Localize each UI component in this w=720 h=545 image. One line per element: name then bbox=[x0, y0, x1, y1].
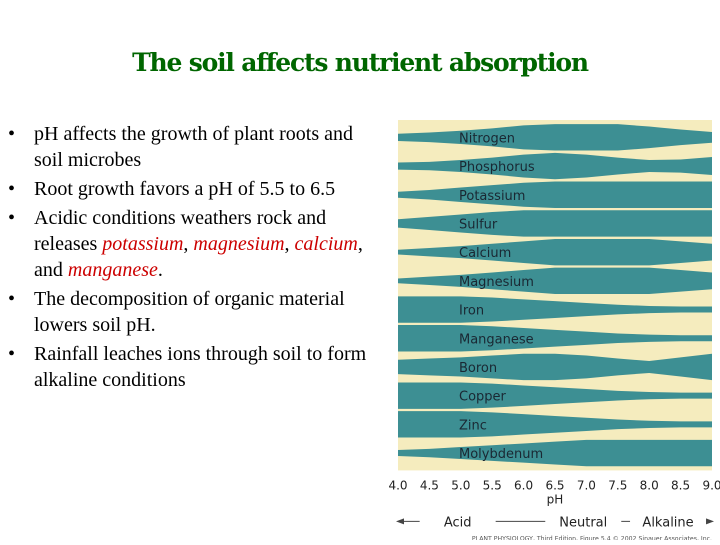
highlight-calcium: calcium bbox=[294, 233, 358, 255]
x-tick-label: 7.5 bbox=[608, 478, 627, 492]
nutrient-band-potassium bbox=[398, 181, 712, 208]
nutrient-label-calcium: Calcium bbox=[459, 246, 511, 261]
nutrient-label-phosphorus: Phosphorus bbox=[459, 160, 535, 175]
bullet-item: • pH affects the growth of plant roots a… bbox=[6, 121, 384, 173]
nutrient-band-boron bbox=[398, 353, 712, 381]
nutrient-band-iron bbox=[398, 296, 712, 323]
nutrient-label-sulfur: Sulfur bbox=[459, 217, 498, 232]
scale-label-neutral: Neutral bbox=[559, 515, 607, 530]
highlight-magnesium: magnesium bbox=[193, 233, 285, 255]
nutrient-chart: Nitrogen Phosphorus Potassium Sulfur Calcium… bbox=[388, 120, 720, 542]
nutrient-band-calcium bbox=[398, 238, 712, 266]
separator: , bbox=[284, 233, 295, 255]
nutrient-label-copper: Copper bbox=[459, 390, 507, 405]
x-tick-label: 8.5 bbox=[671, 478, 690, 492]
nutrient-band-manganese bbox=[398, 325, 712, 352]
bullet-text: Rainfall leaches ions through soil to fo… bbox=[34, 343, 367, 391]
highlight-potassium: potassium bbox=[102, 233, 184, 255]
nutrient-band-sulfur bbox=[398, 210, 712, 237]
bullet-list: • pH affects the growth of plant roots a… bbox=[6, 121, 384, 396]
nutrient-label-zinc: Zinc bbox=[459, 418, 487, 433]
x-tick-label: 6.5 bbox=[545, 478, 564, 492]
bullet-text: pH affects the growth of plant roots and… bbox=[34, 123, 353, 171]
slide-title: The soil affects nutrient absorption bbox=[132, 48, 589, 77]
x-tick-label: 5.0 bbox=[451, 478, 470, 492]
x-tick-label: 9.0 bbox=[702, 478, 720, 492]
nutrient-label-iron: Iron bbox=[459, 304, 484, 319]
scale-arrow-right-head bbox=[706, 518, 714, 525]
nutrient-label-manganese: Manganese bbox=[459, 332, 534, 347]
nutrient-band-zinc bbox=[398, 411, 712, 438]
separator: , bbox=[183, 233, 194, 255]
bullet-glyph: • bbox=[8, 178, 16, 200]
scale-label-acid-backdrop bbox=[419, 512, 496, 530]
nutrient-label-nitrogen: Nitrogen bbox=[459, 131, 515, 146]
bullet-glyph: • bbox=[8, 343, 16, 365]
x-tick-label: 8.0 bbox=[640, 478, 659, 492]
nutrient-band-phosphorus bbox=[398, 152, 712, 180]
nutrient-band-nitrogen bbox=[398, 124, 712, 151]
nutrient-label-potassium: Potassium bbox=[459, 189, 525, 204]
nutrient-band-copper bbox=[398, 382, 712, 409]
bullet-text: The decomposition of organic material lo… bbox=[34, 288, 345, 336]
bullet-glyph: • bbox=[8, 123, 16, 145]
x-axis-label: pH bbox=[547, 492, 564, 506]
highlight-manganese: manganese bbox=[67, 259, 158, 281]
x-tick-label: 7.0 bbox=[577, 478, 596, 492]
bullet-item: • The decomposition of organic material … bbox=[6, 286, 384, 338]
bullet-glyph: • bbox=[8, 288, 16, 310]
figure-credit: PLANT PHYSIOLOGY, Third Edition, Figure … bbox=[472, 534, 712, 540]
scale-label-alkaline-backdrop bbox=[630, 512, 707, 530]
bullet-text: Root growth favors a pH of 5.5 to 6.5 bbox=[34, 178, 336, 200]
bullet-text: Acidic conditions weathers rock and rele… bbox=[34, 207, 327, 255]
nutrient-label-molybdenum: Molybdenum bbox=[459, 447, 543, 462]
bullet-end: . bbox=[157, 259, 163, 281]
bullet-item: • Rainfall leaches ions through soil to … bbox=[6, 341, 384, 393]
nutrient-label-boron: Boron bbox=[459, 361, 497, 376]
nutrient-band-molybdenum bbox=[398, 439, 712, 467]
separator: , and bbox=[34, 233, 363, 281]
bullet-item: • Acidic conditions weathers rock and re… bbox=[6, 205, 384, 283]
nutrient-availability-figure: Nitrogen Phosphorus Potassium Sulfur Calcium… bbox=[386, 120, 720, 542]
scale-label-alkaline: Alkaline bbox=[642, 515, 693, 530]
x-tick-label: 6.0 bbox=[514, 478, 533, 492]
x-tick-label: 5.5 bbox=[483, 478, 502, 492]
nutrient-band-magnesium bbox=[398, 267, 712, 295]
scale-label-acid: Acid bbox=[444, 515, 472, 530]
bullet-glyph: • bbox=[8, 207, 16, 229]
nutrient-label-magnesium: Magnesium bbox=[459, 275, 534, 290]
x-tick-label: 4.5 bbox=[420, 478, 439, 492]
scale-arrow-left-head bbox=[396, 518, 404, 525]
x-tick-label: 4.0 bbox=[388, 478, 407, 492]
scale-label-neutral-backdrop bbox=[545, 512, 622, 530]
bullet-item: • Root growth favors a pH of 5.5 to 6.5 bbox=[6, 176, 384, 202]
